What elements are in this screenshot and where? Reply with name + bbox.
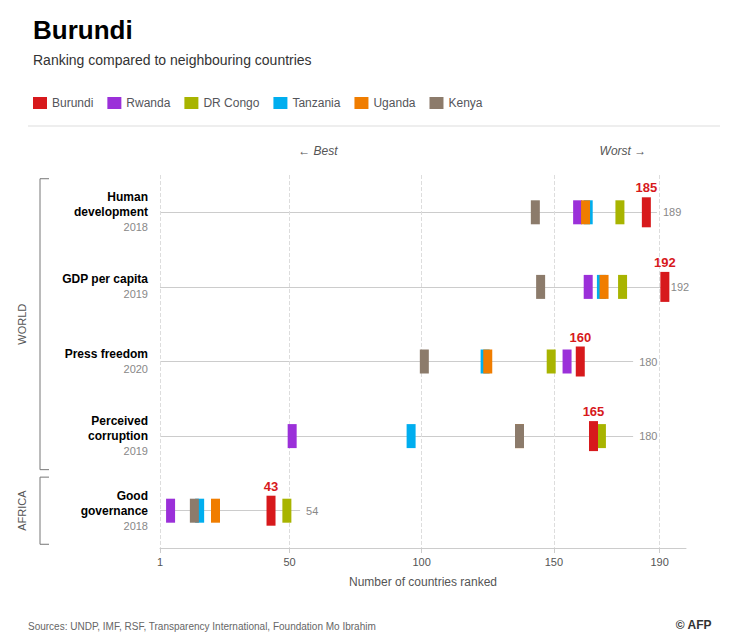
svg-text:Good: Good [117, 489, 148, 503]
svg-text:50: 50 [283, 556, 295, 568]
svg-text:Tanzania: Tanzania [292, 96, 340, 110]
svg-text:DR Congo: DR Congo [203, 96, 259, 110]
svg-text:190: 190 [650, 556, 668, 568]
svg-text:150: 150 [545, 556, 563, 568]
svg-text:189: 189 [663, 206, 681, 218]
svg-text:100: 100 [412, 556, 430, 568]
svg-text:Press freedom: Press freedom [65, 347, 148, 361]
svg-text:Rwanda: Rwanda [126, 96, 170, 110]
svg-text:AFRICA: AFRICA [16, 490, 28, 531]
svg-text:43: 43 [264, 479, 278, 494]
svg-text:Ranking compared to neighbouri: Ranking compared to neighbouring countri… [33, 52, 312, 68]
svg-text:160: 160 [569, 330, 591, 345]
svg-text:2020: 2020 [124, 363, 148, 375]
svg-text:Burundi: Burundi [33, 15, 133, 45]
svg-text:165: 165 [583, 404, 605, 419]
svg-text:192: 192 [671, 281, 689, 293]
svg-text:2019: 2019 [124, 445, 148, 457]
svg-text:corruption: corruption [88, 429, 148, 443]
svg-text:Human: Human [107, 190, 148, 204]
svg-text:1: 1 [157, 556, 163, 568]
svg-text:© AFP: © AFP [676, 618, 712, 632]
svg-text:192: 192 [654, 255, 676, 270]
svg-text:2019: 2019 [124, 288, 148, 300]
svg-text:Sources: UNDP, IMF, RSF, Trans: Sources: UNDP, IMF, RSF, Transparency In… [28, 621, 376, 632]
svg-text:GDP per capita: GDP per capita [62, 272, 148, 286]
svg-text:2018: 2018 [124, 520, 148, 532]
svg-text:Number of countries ranked: Number of countries ranked [349, 575, 497, 589]
svg-text:Kenya: Kenya [448, 96, 482, 110]
svg-text:180: 180 [639, 430, 657, 442]
svg-text:Worst →: Worst → [600, 144, 647, 158]
svg-text:185: 185 [636, 180, 658, 195]
svg-text:governance: governance [81, 504, 149, 518]
svg-text:54: 54 [306, 505, 318, 517]
svg-text:180: 180 [639, 356, 657, 368]
svg-text:Perceived: Perceived [91, 414, 148, 428]
svg-text:WORLD: WORLD [16, 304, 28, 345]
svg-text:Uganda: Uganda [373, 96, 415, 110]
svg-text:← Best: ← Best [298, 144, 338, 158]
svg-text:Burundi: Burundi [52, 96, 93, 110]
svg-text:development: development [74, 205, 148, 219]
svg-text:2018: 2018 [124, 221, 148, 233]
